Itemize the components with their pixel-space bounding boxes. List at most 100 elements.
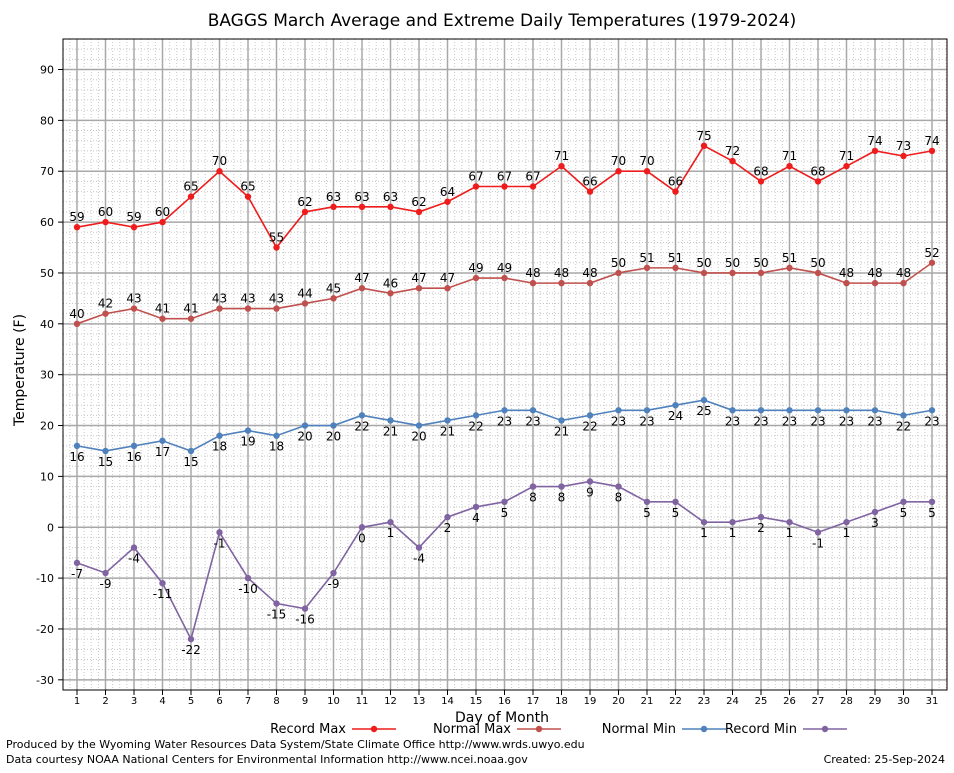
data-label-record-min: -22 bbox=[181, 643, 201, 657]
data-point-record-max bbox=[757, 178, 765, 185]
data-label-normal-min: 23 bbox=[725, 414, 740, 428]
data-label-record-min: 5 bbox=[501, 506, 509, 520]
data-point-normal-max bbox=[558, 279, 565, 287]
data-point-record-min bbox=[444, 513, 451, 521]
data-label-record-max: 70 bbox=[611, 154, 626, 168]
data-point-record-min bbox=[387, 518, 394, 526]
x-tick-label: 8 bbox=[273, 696, 279, 707]
data-point-record-min bbox=[757, 513, 765, 521]
data-point-record-min bbox=[700, 518, 708, 526]
x-tick-label: 14 bbox=[441, 696, 454, 707]
data-point-normal-max bbox=[928, 259, 936, 266]
data-point-normal-max bbox=[900, 279, 907, 287]
x-tick-label: 15 bbox=[470, 696, 483, 707]
x-tick-label: 4 bbox=[159, 696, 165, 707]
data-label-record-min: 8 bbox=[529, 491, 537, 505]
data-label-normal-max: 43 bbox=[212, 292, 227, 306]
data-label-record-min: 1 bbox=[387, 526, 395, 540]
x-tick-label: 21 bbox=[641, 696, 654, 707]
data-point-normal-min bbox=[472, 412, 480, 419]
data-label-normal-min: 15 bbox=[98, 455, 113, 469]
data-point-record-max bbox=[358, 203, 366, 211]
data-label-normal-max: 51 bbox=[639, 251, 654, 265]
data-point-record-max bbox=[672, 188, 679, 195]
data-point-normal-max bbox=[586, 279, 594, 287]
x-tick-label: 13 bbox=[413, 696, 426, 707]
data-point-normal-min bbox=[843, 407, 850, 414]
data-label-normal-max: 41 bbox=[155, 302, 170, 316]
x-tick-label: 3 bbox=[131, 696, 137, 707]
data-label-normal-max: 51 bbox=[668, 251, 683, 265]
data-label-record-max: 68 bbox=[810, 164, 825, 178]
data-point-normal-max bbox=[358, 285, 366, 292]
data-point-record-max bbox=[558, 162, 565, 170]
data-label-normal-max: 42 bbox=[98, 297, 113, 311]
data-label-record-max: 62 bbox=[411, 195, 426, 209]
data-point-record-max bbox=[216, 168, 223, 175]
data-label-normal-min: 18 bbox=[212, 440, 227, 454]
data-label-normal-max: 47 bbox=[411, 271, 426, 285]
data-label-record-max: 75 bbox=[696, 129, 711, 143]
data-point-normal-max bbox=[444, 285, 451, 292]
data-point-normal-max bbox=[273, 305, 280, 312]
x-tick-label: 5 bbox=[188, 696, 194, 707]
data-label-record-min: -1 bbox=[214, 536, 226, 550]
data-point-normal-max bbox=[216, 305, 223, 312]
data-point-record-max bbox=[330, 203, 337, 211]
data-point-normal-min bbox=[757, 407, 765, 414]
data-point-normal-max bbox=[700, 269, 708, 277]
y-tick-label: 90 bbox=[40, 64, 54, 77]
data-point-normal-max bbox=[643, 264, 651, 272]
x-tick-label: 22 bbox=[669, 696, 682, 707]
data-label-normal-min: 21 bbox=[554, 424, 569, 438]
data-point-record-max bbox=[786, 162, 793, 170]
data-label-normal-max: 50 bbox=[725, 256, 740, 270]
data-label-record-min: -4 bbox=[128, 552, 140, 566]
data-point-record-min bbox=[187, 635, 195, 643]
data-label-record-max: 60 bbox=[155, 205, 170, 219]
data-label-record-max: 65 bbox=[183, 180, 198, 194]
data-point-record-max bbox=[700, 142, 708, 150]
data-label-record-max: 71 bbox=[782, 149, 797, 163]
data-label-record-max: 71 bbox=[839, 149, 854, 163]
data-label-record-min: 1 bbox=[729, 526, 737, 540]
data-label-record-max: 74 bbox=[867, 134, 882, 148]
data-label-normal-max: 51 bbox=[782, 251, 797, 265]
chart-title: BAGGS March Average and Extreme Daily Te… bbox=[208, 11, 797, 31]
data-label-normal-min: 23 bbox=[810, 414, 825, 428]
data-label-record-min: -9 bbox=[328, 577, 340, 591]
data-label-record-max: 59 bbox=[69, 210, 84, 224]
data-label-record-min: 8 bbox=[615, 491, 623, 505]
data-label-normal-min: 23 bbox=[753, 414, 768, 428]
data-point-record-min bbox=[814, 529, 822, 536]
data-point-normal-max bbox=[672, 264, 679, 272]
data-label-record-max: 68 bbox=[753, 164, 768, 178]
data-label-record-max: 73 bbox=[896, 139, 911, 153]
data-label-normal-max: 41 bbox=[183, 302, 198, 316]
data-label-normal-max: 48 bbox=[525, 266, 540, 280]
data-label-normal-min: 25 bbox=[696, 404, 711, 418]
data-point-record-max bbox=[444, 198, 451, 205]
data-label-normal-max: 50 bbox=[810, 256, 825, 270]
footer-produced-by: Produced by the Wyoming Water Resources … bbox=[6, 738, 585, 751]
data-label-normal-min: 21 bbox=[440, 424, 455, 438]
data-point-normal-max bbox=[843, 279, 850, 287]
data-point-normal-min bbox=[672, 401, 679, 409]
series-record-min: -7-9-4-11-22-1-10-15 -16-90 1-424 58 8 9 85 51 1… bbox=[71, 478, 936, 657]
data-label-record-min: -4 bbox=[413, 552, 425, 566]
data-label-record-min: 1 bbox=[700, 526, 708, 540]
data-point-record-max bbox=[102, 218, 109, 226]
data-point-normal-max bbox=[244, 305, 252, 312]
legend-label-normal-max: Normal Max bbox=[433, 722, 511, 737]
data-point-record-max bbox=[871, 147, 879, 155]
data-point-record-min bbox=[501, 498, 508, 506]
data-label-normal-max: 50 bbox=[753, 256, 768, 270]
data-point-normal-min bbox=[786, 407, 793, 414]
data-point-record-min bbox=[786, 518, 793, 526]
data-label-normal-min: 20 bbox=[297, 430, 312, 444]
data-point-normal-min bbox=[643, 407, 651, 414]
data-label-normal-max: 48 bbox=[896, 266, 911, 280]
data-label-normal-min: 18 bbox=[269, 440, 284, 454]
